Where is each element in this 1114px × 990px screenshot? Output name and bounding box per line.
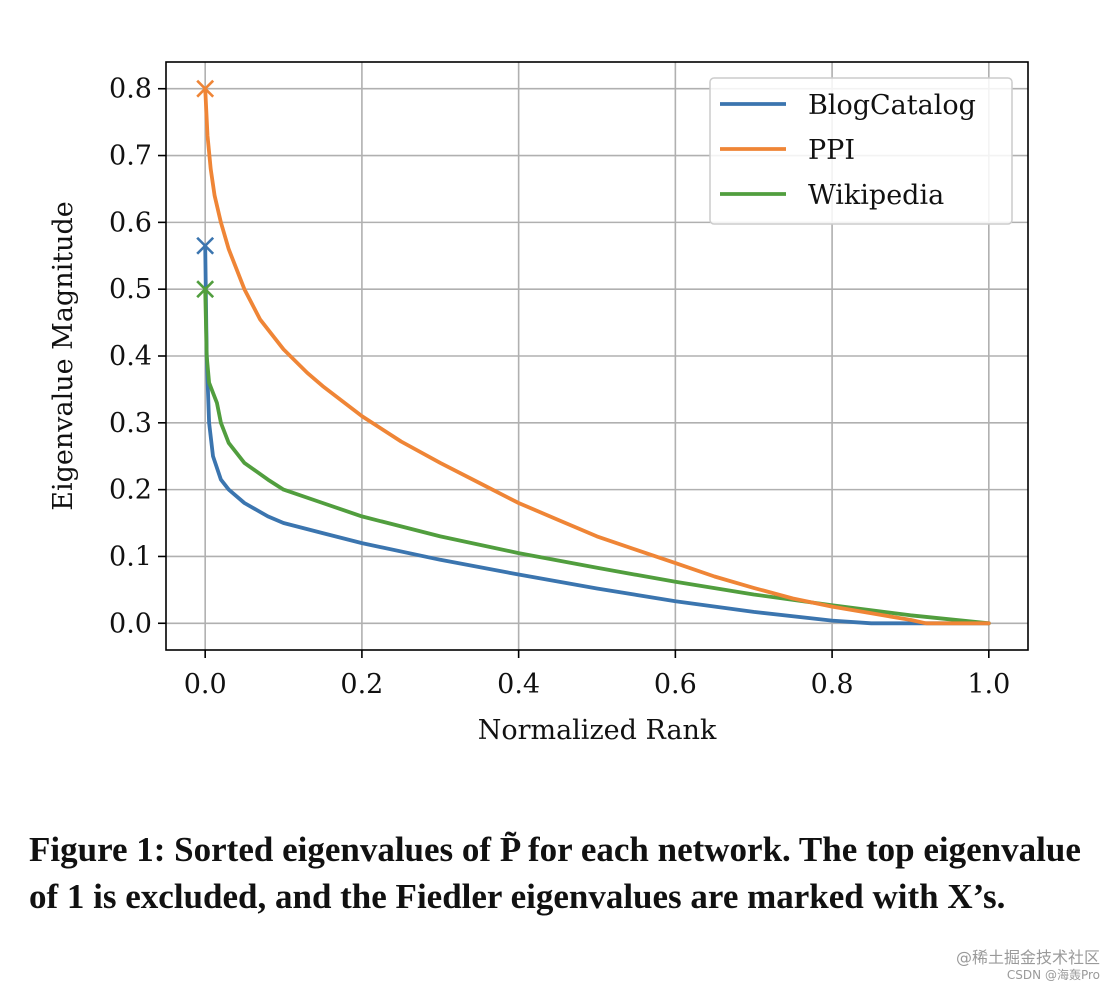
- legend-label: PPI: [808, 135, 855, 166]
- series-layer: [203, 86, 991, 626]
- legend-item-blogcatalog: BlogCatalog: [720, 90, 976, 121]
- series-line-wikipedia: [203, 287, 991, 626]
- legend-item-wikipedia: Wikipedia: [720, 180, 944, 211]
- x-tick-label: 1.0: [967, 669, 1010, 700]
- watermark-juejin: @稀土掘金技术社区: [955, 948, 1100, 967]
- y-tick-label: 0.4: [109, 341, 152, 372]
- watermark-csdn: CSDN @海轰Pro: [1006, 968, 1100, 982]
- y-tick-label: 0.7: [109, 141, 152, 172]
- legend-label: Wikipedia: [808, 180, 944, 211]
- y-axis-label: Eigenvalue Magnitude: [48, 201, 79, 511]
- fiedler-marker-ppi: [196, 79, 215, 98]
- y-tick-label: 0.6: [109, 207, 152, 238]
- axis-ticks: 0.0 0.2 0.4 0.6 0.8 1.0 0.0 0.1 0.2 0.3 0.4 0.5 0.6 0…: [109, 74, 1010, 700]
- legend-box: [709, 77, 1013, 225]
- y-tick-label: 0.3: [109, 408, 152, 439]
- y-tick-label: 0.8: [109, 74, 152, 105]
- x-axis-label: Normalized Rank: [478, 715, 717, 746]
- y-tick-label: 0.0: [109, 608, 152, 639]
- fiedler-markers: [196, 79, 215, 299]
- x-tick-label: 0.0: [184, 669, 227, 700]
- series-line-ppi: [203, 86, 991, 626]
- eigenvalue-chart: 0.0 0.2 0.4 0.6 0.8 1.0 0.0 0.1 0.2 0.3 0.4 0.5 0.6 0…: [48, 61, 1029, 746]
- x-tick-label: 0.8: [811, 669, 854, 700]
- legend: BlogCatalog PPI Wikipedia: [709, 77, 1013, 225]
- legend-label: BlogCatalog: [808, 90, 976, 121]
- y-tick-label: 0.2: [109, 475, 152, 506]
- x-tick-label: 0.6: [654, 669, 697, 700]
- figure-caption: Figure 1: Sorted eigenvalues of P̃ for e…: [29, 830, 1081, 916]
- legend-item-ppi: PPI: [720, 135, 855, 166]
- y-tick-label: 0.1: [109, 541, 152, 572]
- series-line-blogcatalog: [203, 243, 991, 626]
- y-tick-label: 0.5: [109, 274, 152, 305]
- x-tick-label: 0.4: [497, 669, 540, 700]
- fiedler-marker-wikipedia: [196, 280, 215, 299]
- fiedler-marker-blogcatalog: [196, 236, 215, 255]
- grid-lines: [166, 62, 1028, 650]
- x-tick-label: 0.2: [340, 669, 383, 700]
